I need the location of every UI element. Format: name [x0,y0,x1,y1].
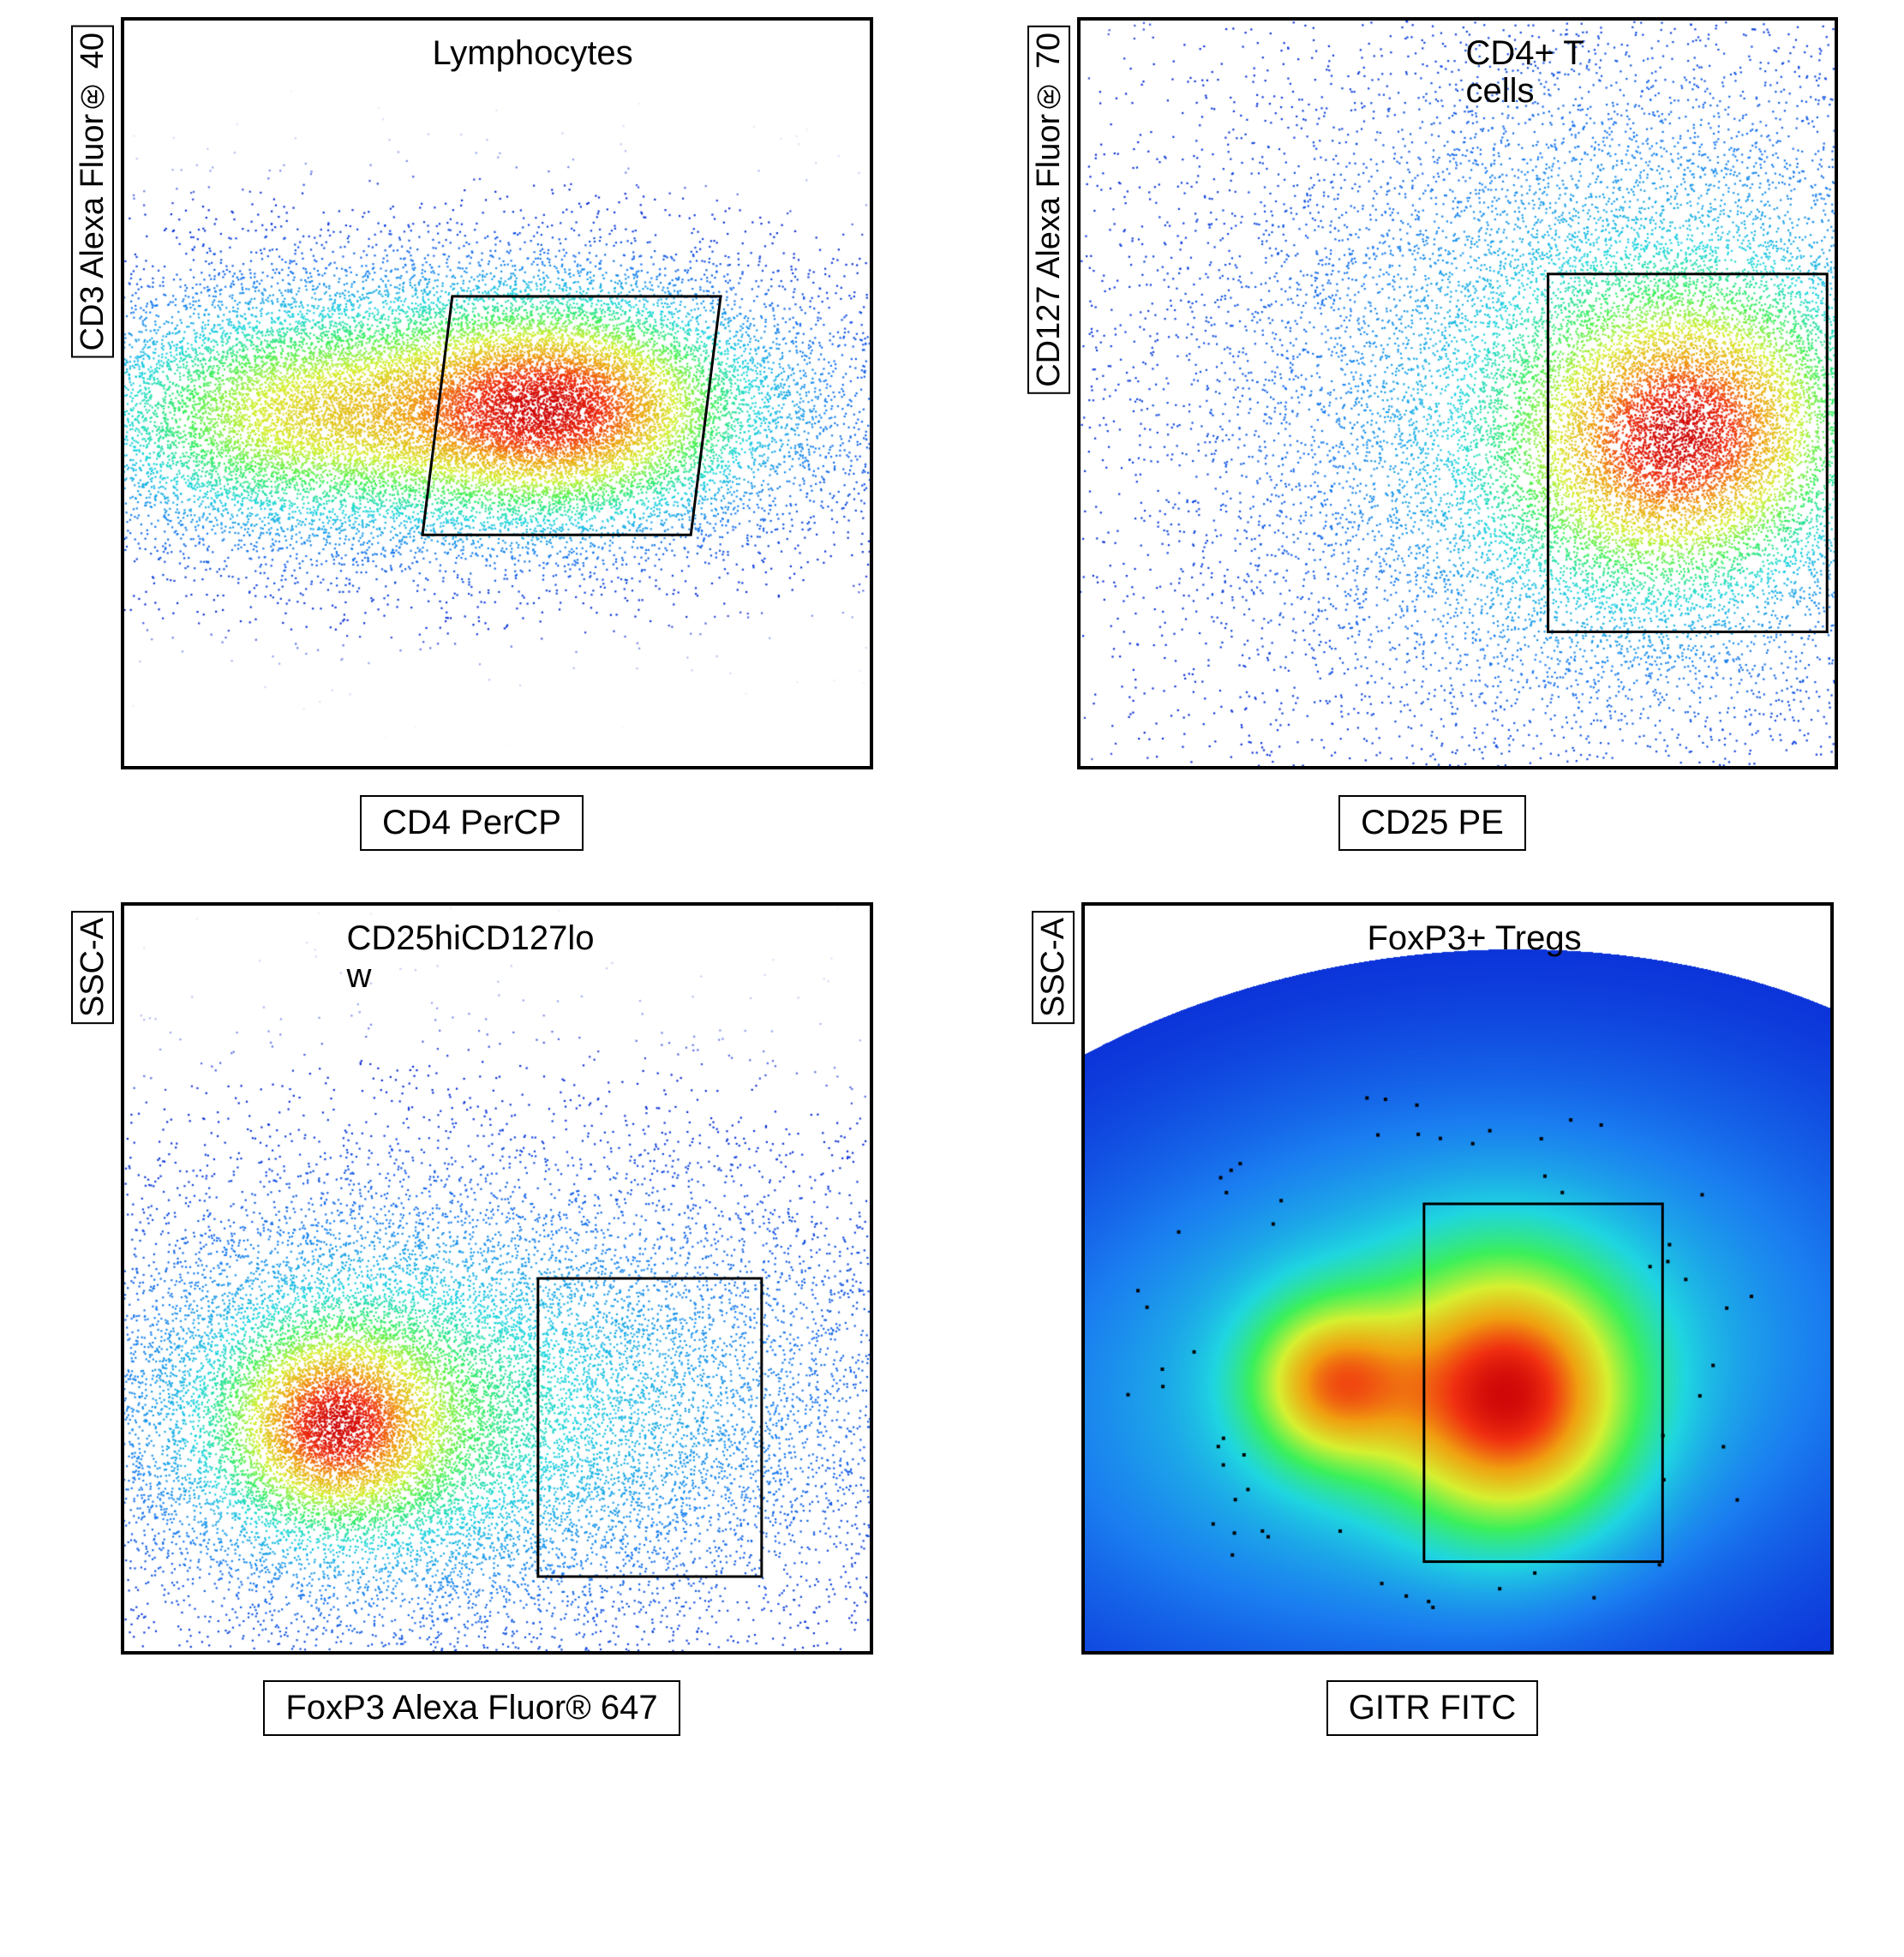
density-plot [1081,21,1835,766]
plot-area: CD25hiCD127lo w [121,902,873,1655]
plot-row: SSC-A FoxP3+ Tregs [1032,902,1834,1655]
density-plot [124,906,870,1651]
plot-row: CD3 Alexa Fluor® 40 Lymphocytes [71,17,873,769]
x-axis-label: GITR FITC [1326,1680,1539,1736]
x-axis-label: CD4 PerCP [360,795,584,851]
plot-row: CD127 Alexa Fluor® 70 CD4+ T cells [1027,17,1838,769]
plot-row: SSC-A CD25hiCD127lo w [71,902,873,1655]
gate-title: CD4+ T cells [1466,34,1723,110]
y-axis-label: SSC-A [71,911,114,1024]
x-axis-label: CD25 PE [1338,795,1526,851]
figure-grid: CD3 Alexa Fluor® 40 Lymphocytes CD4 PerC… [17,17,1887,1736]
gate-title: Lymphocytes [433,34,793,72]
panel-cd4-tcells: CD127 Alexa Fluor® 70 CD4+ T cells CD25 … [978,17,1887,851]
panel-cd25hi-cd127low: SSC-A CD25hiCD127lo w FoxP3 Alexa Fluor®… [17,902,926,1736]
panel-foxp3-tregs: SSC-A FoxP3+ Tregs GITR FITC [978,902,1887,1736]
y-axis-label: SSC-A [1032,911,1075,1024]
x-axis-label: FoxP3 Alexa Fluor® 647 [263,1680,680,1736]
plot-area: Lymphocytes [121,17,873,769]
panel-lymphocytes: CD3 Alexa Fluor® 40 Lymphocytes CD4 PerC… [17,17,926,851]
gate-title: FoxP3+ Tregs [1368,919,1710,957]
density-plot [1085,906,1830,1651]
plot-area: CD4+ T cells [1077,17,1838,769]
density-plot [124,21,870,766]
gate-title: CD25hiCD127lo w [347,919,775,995]
y-axis-label: CD127 Alexa Fluor® 70 [1027,26,1070,394]
y-axis-label: CD3 Alexa Fluor® 40 [71,26,114,358]
plot-area: FoxP3+ Tregs [1081,902,1834,1655]
